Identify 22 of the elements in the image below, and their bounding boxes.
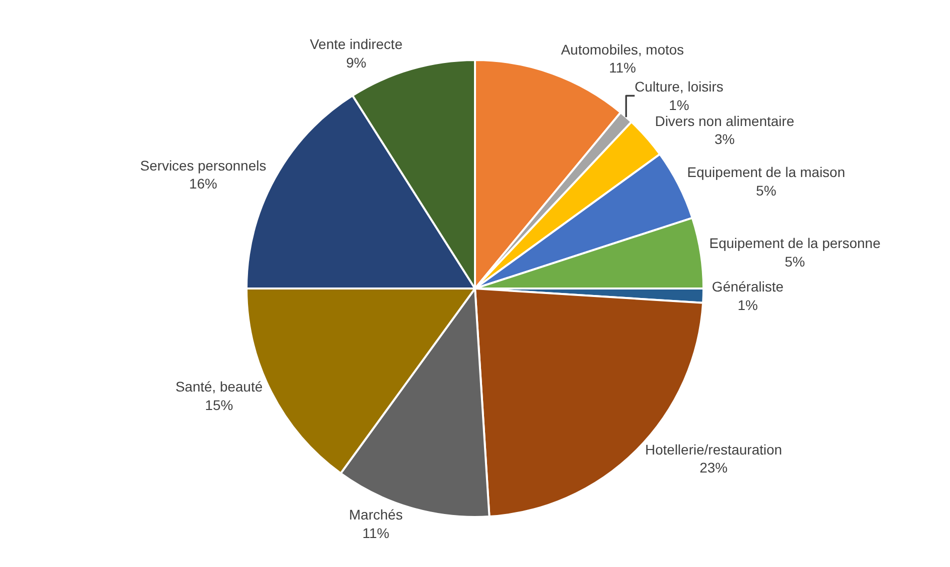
slice-label: Equipement de la maison: [687, 164, 846, 180]
data-label: 16%: [189, 176, 218, 192]
slice-label: Services personnels: [140, 157, 266, 174]
slice-label: Généraliste: [712, 278, 784, 295]
data-label: 23%: [700, 460, 728, 476]
data-label: 3%: [714, 131, 735, 148]
slice-label: Culture, loisirs: [634, 78, 724, 95]
data-label: 11%: [362, 524, 390, 541]
data-label: 5%: [756, 182, 776, 198]
data-label: 1%: [668, 96, 690, 113]
data-label: 5%: [784, 253, 805, 270]
slice-label: Divers non alimentaire: [654, 112, 794, 129]
data-label: 15%: [205, 396, 234, 413]
data-label: 9%: [346, 54, 366, 70]
slice-label: Vente indirecte: [310, 36, 403, 52]
slice-label: Santé, beauté: [175, 378, 263, 395]
slice-label: Equipement de la personne: [709, 235, 881, 252]
data-label: 11%: [608, 59, 636, 76]
slice-label: Marchés: [349, 506, 403, 523]
slice-label: Hotellerie/restauration: [645, 442, 782, 458]
slice-label: Automobiles, motos: [560, 41, 684, 58]
data-label: 1%: [738, 296, 758, 313]
